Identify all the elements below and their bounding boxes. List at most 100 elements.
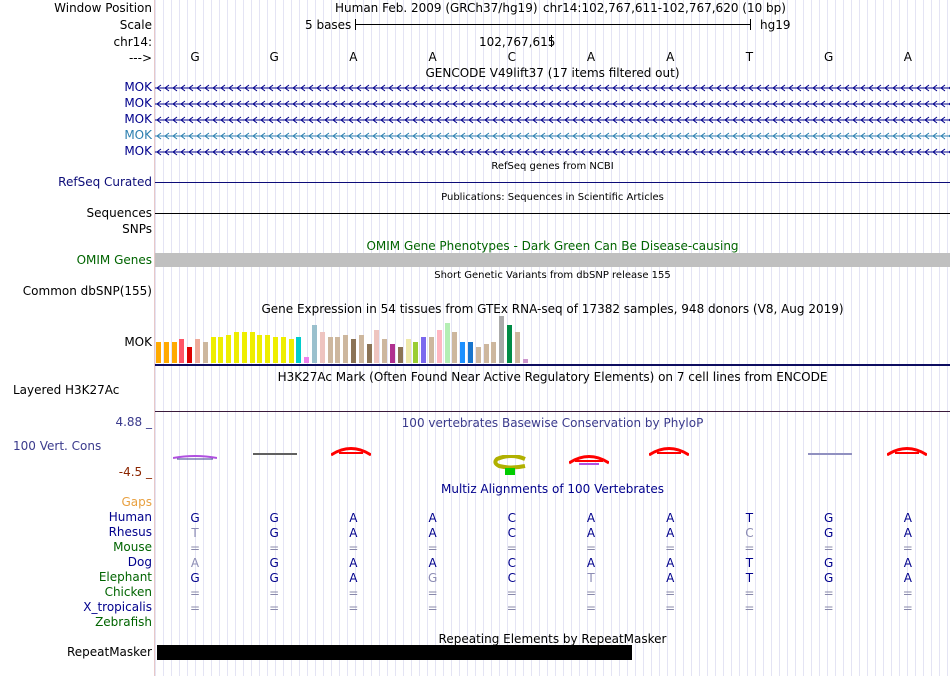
gtex-tissue-bar[interactable]: [374, 330, 380, 363]
gtex-tissue-bar[interactable]: [460, 342, 466, 363]
gencode-title[interactable]: GENCODE V49lift37 (17 items filtered out…: [425, 66, 680, 80]
gtex-tissue-bar[interactable]: [452, 332, 458, 363]
refseq-title[interactable]: RefSeq genes from NCBI: [491, 161, 614, 172]
gtex-tissue-bar[interactable]: [468, 342, 473, 363]
gtex-tissue-bar[interactable]: [265, 335, 271, 363]
gtex-chart[interactable]: [155, 316, 950, 363]
gtex-tissue-bar[interactable]: [179, 339, 185, 363]
gtex-label[interactable]: MOK: [124, 335, 152, 349]
gtex-tissue-bar[interactable]: [366, 344, 372, 363]
species-label[interactable]: Zebrafish: [95, 615, 152, 629]
gtex-tissue-bar[interactable]: [397, 347, 403, 363]
species-label[interactable]: Mouse: [113, 540, 152, 554]
species-label[interactable]: Elephant: [98, 570, 152, 584]
gencode-item-label[interactable]: MOK: [124, 112, 152, 126]
species-label[interactable]: Human: [108, 510, 152, 524]
gencode-item-label[interactable]: MOK: [124, 96, 152, 110]
gtex-tissue-bar[interactable]: [335, 337, 341, 363]
gtex-tissue-bar[interactable]: [163, 342, 169, 363]
gencode-item-label[interactable]: MOK: [124, 80, 152, 94]
gtex-tissue-bar[interactable]: [195, 339, 200, 363]
gtex-title[interactable]: Gene Expression in 54 tissues from GTEx …: [261, 302, 844, 316]
gtex-tissue-bar[interactable]: [156, 342, 161, 363]
gtex-tissue-bar[interactable]: [499, 316, 505, 363]
gtex-tissue-bar[interactable]: [522, 359, 528, 363]
h3k27ac-label[interactable]: Layered H3K27Ac: [13, 383, 120, 397]
gtex-tissue-bar[interactable]: [234, 332, 239, 363]
gtex-tissue-bar[interactable]: [343, 335, 349, 363]
gtex-tissue-bar[interactable]: [226, 335, 232, 363]
gtex-tissue-bar[interactable]: [358, 335, 364, 363]
species-label[interactable]: Rhesus: [108, 525, 152, 539]
species-label[interactable]: Dog: [127, 555, 152, 569]
gtex-tissue-bar[interactable]: [241, 332, 247, 363]
omim-bar[interactable]: [155, 253, 950, 267]
dbsnp-title[interactable]: Short Genetic Variants from dbSNP releas…: [434, 270, 671, 281]
gtex-tissue-bar[interactable]: [413, 342, 419, 363]
gtex-tissue-bar[interactable]: [202, 342, 208, 363]
gtex-tissue-bar[interactable]: [288, 339, 294, 363]
gtex-tissue-bar[interactable]: [304, 357, 310, 363]
species-label[interactable]: X_tropicalis: [83, 600, 152, 614]
omim-title[interactable]: OMIM Gene Phenotypes - Dark Green Can Be…: [366, 239, 739, 253]
dbsnp-label[interactable]: Common dbSNP(155): [22, 284, 152, 298]
gtex-tissue-bar[interactable]: [421, 337, 427, 363]
gtex-tissue-bar[interactable]: [257, 335, 263, 363]
gencode-transcript[interactable]: [155, 98, 950, 108]
gencode-item-label[interactable]: MOK: [124, 128, 152, 142]
repeatmasker-label[interactable]: RepeatMasker: [66, 645, 152, 659]
grid-line: [659, 0, 660, 676]
gtex-tissue-bar[interactable]: [507, 325, 512, 363]
omim-label[interactable]: OMIM Genes: [76, 253, 152, 267]
grid-line: [355, 0, 356, 676]
aligned-base: A: [666, 571, 675, 585]
gtex-tissue-bar[interactable]: [210, 337, 216, 363]
refseq-label[interactable]: RefSeq Curated: [58, 175, 152, 189]
grid-line: [443, 0, 444, 676]
gtex-tissue-bar[interactable]: [351, 339, 356, 363]
gtex-tissue-bar[interactable]: [218, 337, 224, 363]
snps-label[interactable]: SNPs: [122, 222, 152, 236]
gtex-tissue-bar[interactable]: [483, 344, 489, 363]
gtex-tissue-bar[interactable]: [475, 347, 481, 363]
repeatmasker-bar[interactable]: [157, 645, 632, 660]
gtex-tissue-bar[interactable]: [319, 332, 325, 363]
gtex-tissue-bar[interactable]: [444, 323, 450, 363]
gencode-transcript[interactable]: [155, 114, 950, 124]
publications-title[interactable]: Publications: Sequences in Scientific Ar…: [441, 192, 664, 203]
gtex-tissue-bar[interactable]: [327, 337, 333, 363]
gencode-item-label[interactable]: MOK: [124, 144, 152, 158]
gtex-tissue-bar[interactable]: [382, 339, 388, 363]
browser-track-area[interactable]: Human Feb. 2009 (GRCh37/hg19) chr14:102,…: [155, 0, 950, 676]
h3k27ac-line: [155, 411, 950, 412]
gtex-tissue-bar[interactable]: [491, 342, 497, 363]
grid-line: [875, 0, 876, 676]
strand-label: --->: [128, 51, 152, 65]
gtex-tissue-bar[interactable]: [280, 337, 286, 363]
gtex-tissue-bar[interactable]: [405, 339, 411, 363]
gencode-transcript[interactable]: [155, 130, 950, 140]
gencode-transcript[interactable]: [155, 82, 950, 92]
gtex-tissue-bar[interactable]: [390, 344, 395, 363]
aligned-base: A: [666, 526, 675, 540]
gencode-transcript[interactable]: [155, 146, 950, 156]
db-text: hg19: [760, 18, 791, 32]
phylop-title[interactable]: 100 vertebrates Basewise Conservation by…: [401, 416, 704, 430]
gtex-tissue-bar[interactable]: [296, 337, 302, 363]
gtex-tissue-bar[interactable]: [171, 342, 177, 363]
h3k27ac-title[interactable]: H3K27Ac Mark (Often Found Near Active Re…: [277, 370, 828, 384]
gtex-tissue-bar[interactable]: [273, 337, 278, 363]
multiz-title[interactable]: Multiz Alignments of 100 Vertebrates: [440, 482, 665, 496]
gtex-tissue-bar[interactable]: [514, 332, 520, 363]
aligned-base: T: [587, 571, 595, 585]
repeatmasker-title[interactable]: Repeating Elements by RepeatMasker: [438, 632, 667, 646]
gtex-tissue-bar[interactable]: [312, 325, 317, 363]
phylop-label[interactable]: 100 Vert. Cons: [13, 439, 102, 453]
gtex-tissue-bar[interactable]: [436, 330, 442, 363]
publications-label[interactable]: Sequences: [86, 206, 152, 220]
gtex-tissue-bar[interactable]: [429, 337, 434, 363]
species-label[interactable]: Chicken: [104, 585, 152, 599]
aligned-base: A: [903, 526, 912, 540]
gtex-tissue-bar[interactable]: [187, 347, 193, 363]
gtex-tissue-bar[interactable]: [249, 332, 255, 363]
